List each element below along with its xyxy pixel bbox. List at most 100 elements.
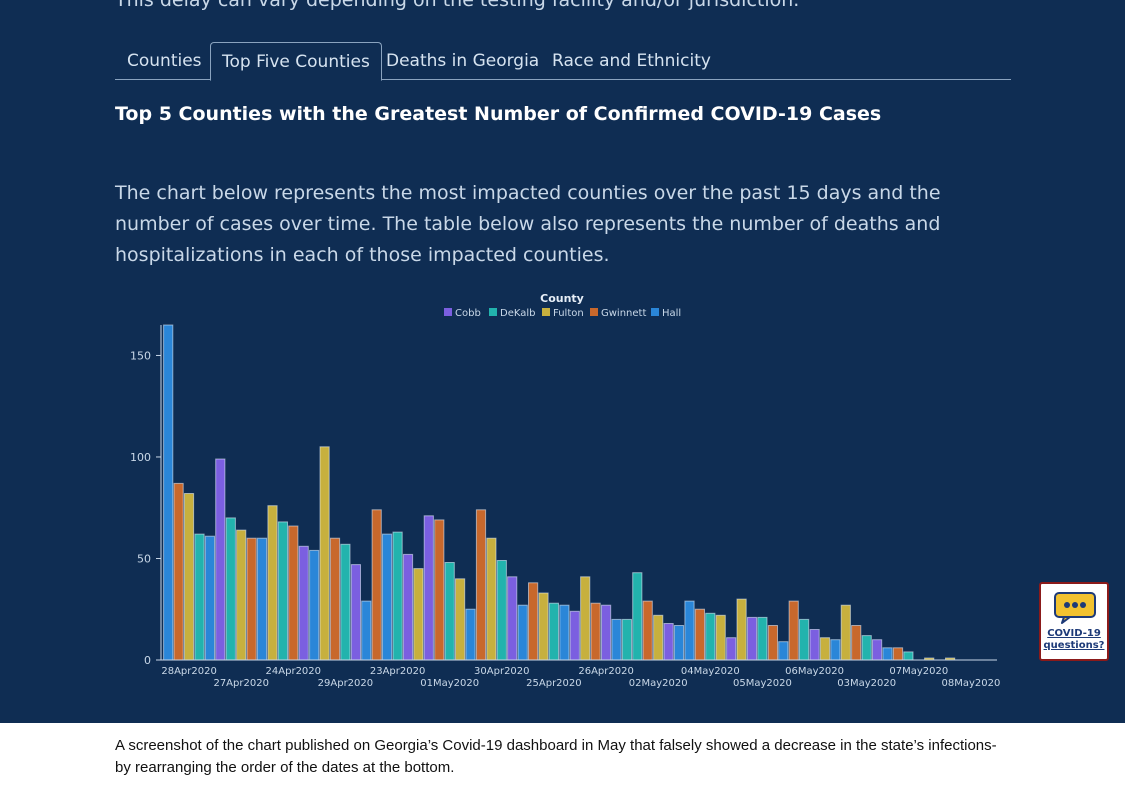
bar-hall-23Apr2020 (382, 533, 393, 661)
legend-swatch-hall (651, 308, 659, 316)
x-tick-label: 08May2020 (941, 678, 1000, 689)
bar-dekalb-02May2020 (632, 572, 643, 661)
bar-hall-04May2020 (684, 600, 695, 661)
bar-fulton-01May2020 (455, 578, 466, 661)
y-tick-label: 0 (144, 654, 151, 667)
bar-cobb-26Apr2020 (601, 604, 612, 661)
bar-cobb-04May2020 (726, 637, 737, 661)
x-tick-label: 05May2020 (733, 678, 792, 689)
bar-gwinnett-07May2020 (892, 647, 904, 661)
bar-hall-06May2020 (830, 639, 841, 661)
bar-hall-24Apr2020 (309, 549, 320, 661)
bar-gwinnett-29Apr2020 (329, 537, 341, 661)
intro-text: This delay can vary depending on the tes… (115, 0, 800, 11)
bar-hall-26Apr2020 (611, 618, 622, 661)
legend-label-fulton: Fulton (553, 308, 584, 319)
x-tick-label: 03May2020 (837, 678, 896, 689)
bar-gwinnett-30Apr2020 (475, 509, 487, 661)
bar-fulton-25Apr2020 (538, 592, 549, 661)
bar-gwinnett-23Apr2020 (371, 509, 382, 661)
bar-gwinnett-24Apr2020 (288, 525, 299, 661)
legend-swatch-cobb (444, 308, 452, 316)
bar-gwinnett-02May2020 (642, 600, 653, 661)
x-tick-label: 23Apr2020 (370, 666, 425, 677)
figure-caption: A screenshot of the chart published on G… (115, 737, 997, 776)
bar-dekalb-26Apr2020 (621, 618, 632, 661)
bar-fulton-05May2020 (736, 598, 747, 661)
bar-cobb-25Apr2020 (569, 610, 580, 661)
legend-label-gwinnett: Gwinnett (601, 308, 646, 319)
legend-label-hall: Hall (662, 308, 681, 319)
bar-cobb-06May2020 (809, 629, 820, 661)
legend-label-cobb: Cobb (455, 308, 481, 319)
bar-fulton-30Apr2020 (486, 537, 497, 661)
tab-race-and-ethnicity[interactable]: Race and Ethnicity (552, 51, 711, 71)
bar-cobb-23Apr2020 (402, 553, 414, 661)
bar-fulton-02May2020 (653, 614, 664, 661)
bar-fulton-26Apr2020 (580, 576, 591, 661)
x-tick-label: 30Apr2020 (474, 666, 529, 677)
bar-fulton-03May2020 (840, 604, 851, 661)
bar-gwinnett-05May2020 (767, 625, 778, 661)
bar-dekalb-07May2020 (903, 651, 914, 661)
tab-top-five-counties[interactable]: Top Five Counties (210, 42, 382, 81)
bar-hall-03May2020 (882, 647, 893, 661)
x-axis: 28Apr202027Apr202024Apr202029Apr202023Ap… (161, 659, 1000, 689)
bar-dekalb-27Apr2020 (225, 517, 236, 661)
tab-counties[interactable]: Counties (127, 51, 202, 71)
bar-hall-25Apr2020 (559, 604, 570, 661)
bar-cobb-03May2020 (872, 639, 883, 661)
chat-bubble-icon (1054, 592, 1096, 624)
y-tick-label: 50 (137, 552, 151, 565)
bar-gwinnett-28Apr2020 (173, 482, 184, 661)
bar-dekalb-28Apr2020 (194, 533, 205, 661)
legend-swatch-dekalb (489, 308, 497, 316)
tab-deaths-in-georgia[interactable]: Deaths in Georgia (386, 51, 540, 71)
tab-bar: Counties Top Five Counties Deaths in Geo… (115, 42, 1011, 81)
bar-hall-05May2020 (778, 641, 789, 661)
bar-cobb-24Apr2020 (298, 545, 309, 661)
y-axis: 0 50 100 150 (130, 325, 162, 667)
x-tick-label: 24Apr2020 (266, 666, 321, 677)
bar-gwinnett-25Apr2020 (528, 582, 539, 661)
bar-cobb-02May2020 (663, 623, 674, 661)
x-tick-label: 02May2020 (629, 678, 688, 689)
bar-hall-30Apr2020 (517, 604, 528, 661)
x-tick-label: 27Apr2020 (213, 678, 268, 689)
bar-fulton-04May2020 (715, 614, 726, 661)
dashboard-panel: This delay can vary depending on the tes… (0, 0, 1125, 723)
bar-dekalb-30Apr2020 (496, 560, 507, 661)
x-tick-label: 28Apr2020 (161, 666, 216, 677)
legend-title: County (540, 292, 584, 305)
bar-hall-01May2020 (465, 608, 476, 661)
bar-dekalb-23Apr2020 (392, 531, 403, 661)
section-title: Top 5 Counties with the Greatest Number … (115, 103, 882, 125)
bar-dekalb-03May2020 (861, 635, 872, 661)
bar-hall-28Apr2020 (163, 324, 174, 661)
covid-questions-chat-button[interactable]: COVID-19 questions? (1039, 582, 1109, 661)
bar-fulton-23Apr2020 (413, 568, 424, 661)
x-tick-label: 26Apr2020 (578, 666, 633, 677)
bar-fulton-28Apr2020 (183, 493, 195, 661)
bar-fulton-27Apr2020 (236, 529, 247, 661)
x-tick-label: 29Apr2020 (318, 678, 373, 689)
bar-hall-29Apr2020 (361, 600, 372, 661)
bar-dekalb-05May2020 (757, 616, 768, 661)
bar-dekalb-06May2020 (799, 618, 810, 661)
bar-dekalb-01May2020 (444, 562, 455, 661)
x-tick-label: 04May2020 (681, 666, 740, 677)
y-tick-label: 150 (130, 349, 151, 362)
bar-hall-02May2020 (673, 625, 685, 661)
bar-fulton-29Apr2020 (319, 446, 330, 661)
x-tick-label: 25Apr2020 (526, 678, 581, 689)
bar-fulton-24Apr2020 (267, 505, 278, 661)
bar-gwinnett-26Apr2020 (590, 602, 601, 661)
bar-series (163, 324, 956, 661)
bar-gwinnett-01May2020 (434, 519, 445, 661)
legend-swatch-gwinnett (590, 308, 598, 316)
bar-cobb-30Apr2020 (507, 576, 518, 661)
bar-dekalb-24Apr2020 (277, 521, 288, 661)
y-tick-label: 100 (130, 451, 151, 464)
bar-dekalb-25Apr2020 (548, 602, 559, 661)
chart-legend: County Cobb DeKalb Fulton Gwinnett Hall (444, 292, 681, 319)
